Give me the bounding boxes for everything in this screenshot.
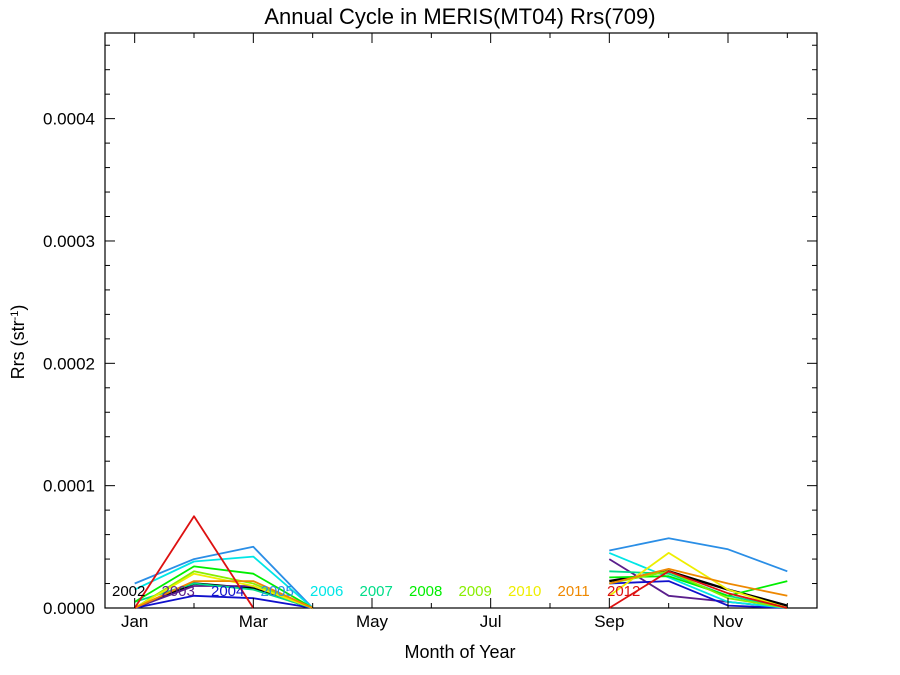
chart-title: Annual Cycle in MERIS(MT04) Rrs(709) (264, 4, 655, 29)
legend-label-2008: 2008 (409, 583, 442, 600)
series-line-2005 (134, 537, 788, 609)
legend: 2002 2003 2004 2005 2006 2007 2008 2009 2010 2011… (112, 583, 640, 600)
legend-label-2011: 2011 (558, 583, 590, 600)
plot-area: 2002 2003 2004 2005 2006 2007 2008 2009 2010 2011… (104, 32, 818, 610)
legend-label-2002: 2002 (112, 583, 145, 600)
y-axis-label-close: ) (8, 305, 28, 311)
y-axis-label-main: Rrs (str (8, 320, 28, 379)
x-axis-label: Month of Year (404, 642, 515, 662)
legend-label-2006: 2006 (310, 583, 343, 600)
series-line-2010 (134, 552, 788, 609)
legend-label-2007: 2007 (360, 583, 393, 600)
legend-label-2004: 2004 (211, 583, 244, 600)
plot-frame (104, 32, 818, 609)
y-tick-label: 0.0002 (43, 354, 95, 373)
y-axis: 0.0000 0.0001 0.0002 0.0003 0.0004 (43, 44, 817, 618)
legend-label-2012: 2012 (607, 583, 640, 600)
series-line-2009 (134, 570, 788, 609)
legend-label-2005: 2005 (261, 583, 294, 600)
y-tick-label: 0.0004 (43, 110, 95, 129)
series-line-2011 (134, 568, 788, 609)
y-axis-label: Rrs (str-1) (8, 305, 28, 380)
series-line-2004 (134, 580, 788, 609)
y-axis-label-sup: -1 (9, 311, 21, 321)
x-tick-label: Jan (121, 612, 148, 631)
x-tick-label: May (356, 612, 389, 631)
y-tick-label: 0.0003 (43, 232, 95, 251)
series-group (133, 515, 788, 610)
x-tick-label: Nov (713, 612, 744, 631)
legend-label-2010: 2010 (508, 583, 541, 600)
series-line-2012 (133, 515, 788, 609)
y-tick-label: 0.0001 (43, 477, 95, 496)
x-tick-label: Sep (594, 612, 624, 631)
x-tick-label: Jul (480, 612, 502, 631)
legend-label-2003: 2003 (162, 583, 195, 600)
series-line-2006 (134, 552, 788, 609)
y-tick-label: 0.0000 (43, 599, 95, 618)
legend-label-2009: 2009 (459, 583, 492, 600)
x-axis: Jan Mar May Jul Sep Nov (121, 33, 788, 631)
x-tick-label: Mar (239, 612, 269, 631)
